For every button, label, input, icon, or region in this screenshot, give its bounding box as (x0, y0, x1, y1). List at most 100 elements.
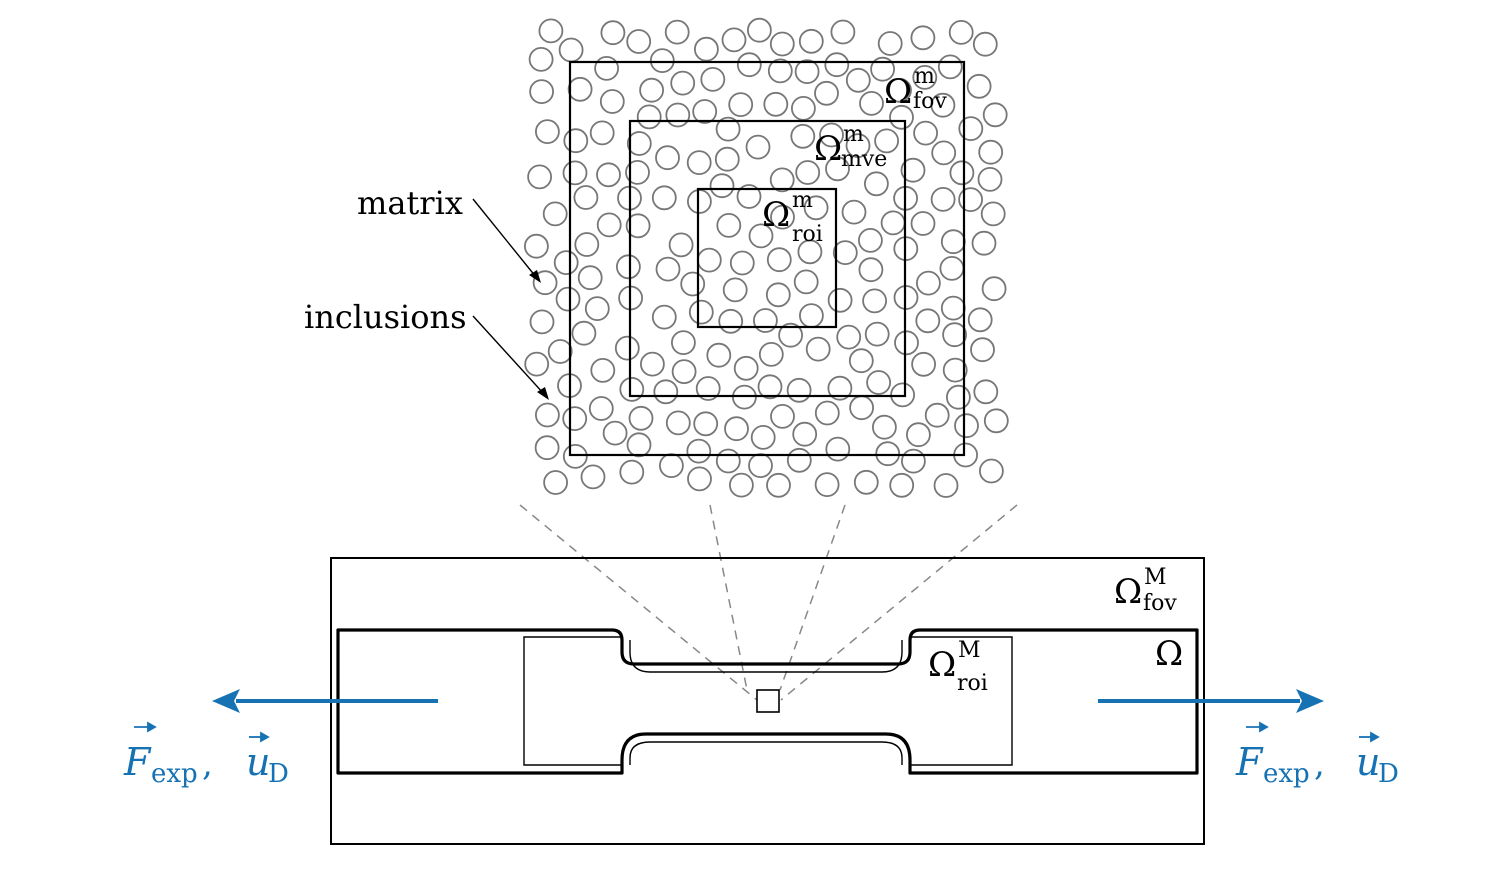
inclusion-circle (619, 459, 645, 485)
inclusion-circle (736, 52, 762, 78)
inclusion-circle (696, 247, 722, 273)
inclusion-circle (671, 359, 697, 385)
inclusion-circle (799, 303, 824, 329)
inclusion-circle (640, 351, 665, 377)
svg-text:u: u (1356, 740, 1380, 784)
inclusion-circle (716, 212, 742, 238)
inclusion-circle (889, 104, 914, 130)
inclusion-circle (827, 375, 853, 401)
inclusion-circle (686, 150, 712, 176)
inclusion-circle (889, 472, 915, 498)
svg-text:M: M (1144, 565, 1167, 590)
inclusion-circle (786, 447, 812, 473)
inclusion-circle (594, 56, 619, 81)
inclusion-circle (628, 405, 654, 431)
inclusion-circle (912, 65, 938, 90)
inclusion-circle (653, 379, 679, 405)
inclusion-circle (913, 120, 938, 146)
inclusion-circle (803, 195, 829, 221)
fov-macro-box (330, 557, 1205, 845)
fov-micro-box (568, 60, 966, 457)
inclusion-circle (728, 92, 754, 117)
specimen-inner-lower (629, 741, 903, 765)
inclusion-circle (639, 77, 664, 103)
inclusion-circle (600, 20, 626, 46)
inclusion-circle (966, 73, 992, 99)
inclusion-circle (651, 185, 677, 211)
vector-arrow-icon (249, 731, 270, 743)
inclusion-circle (599, 89, 625, 114)
inclusion-circle (602, 420, 628, 446)
inclusion-circle (814, 472, 840, 498)
inclusion-circle (651, 304, 677, 330)
inclusion-circle (573, 185, 599, 210)
inclusion-circle (695, 376, 721, 401)
inclusion-circle (866, 370, 891, 395)
inclusion-circle (688, 299, 714, 325)
svg-text:fov: fov (913, 89, 947, 114)
inclusion-circle (858, 257, 884, 283)
inclusion-circle (614, 335, 640, 361)
inclusion-circle (532, 270, 558, 296)
inclusion-circle (680, 271, 706, 297)
inclusion-circle (721, 27, 747, 53)
inclusion-circle (853, 469, 879, 495)
inclusion-circle (875, 441, 901, 467)
inclusion-circle (827, 287, 853, 313)
inclusion-circle (766, 472, 791, 498)
inclusion-circle (671, 330, 696, 356)
inclusion-circle (798, 28, 824, 54)
inclusion-circle (841, 199, 867, 225)
fov-macro-label: Ω M fov (1114, 565, 1177, 616)
inclusion-circle (626, 432, 652, 458)
inclusion-circle (973, 379, 999, 405)
inclusion-circle (547, 339, 573, 364)
inclusion-circle (958, 187, 983, 213)
inclusion-circle (687, 466, 712, 492)
inclusion-circle (767, 58, 793, 84)
inclusion-circle (769, 167, 795, 193)
inclusion-circle (524, 233, 549, 259)
inclusion-circle (766, 247, 792, 273)
inclusion-circle (665, 410, 691, 436)
inclusion-circle (750, 424, 776, 450)
inclusion-circle (887, 77, 912, 103)
svg-text:Ω: Ω (1114, 572, 1142, 612)
inclusion-circle (625, 159, 650, 185)
inclusion-circle (858, 227, 883, 253)
inclusion-circle (758, 341, 784, 367)
inclusion-circle (830, 19, 856, 45)
inclusion-circle (736, 184, 762, 209)
specimen-outline (336, 628, 1199, 775)
inclusion-circle (958, 116, 984, 142)
inclusion-circle (864, 171, 889, 197)
inclusion-circle (715, 448, 741, 474)
inclusion-circle (910, 25, 936, 51)
inclusion-circle (795, 160, 821, 185)
inclusion-circle (543, 470, 568, 495)
inclusion-circle (797, 239, 823, 265)
specimen-inner-upper (629, 640, 903, 673)
inclusion-circle (668, 232, 694, 258)
svg-text:M: M (958, 638, 981, 663)
inclusion-circle (930, 92, 956, 118)
inclusion-circle (949, 160, 975, 186)
inclusion-circle (584, 296, 610, 322)
vector-arrow-icon (134, 721, 157, 733)
inclusion-circle (981, 276, 1007, 302)
inclusion-circle (845, 133, 871, 159)
inclusion-circle (942, 357, 968, 383)
svg-text:F: F (1235, 740, 1264, 784)
inclusion-circle (916, 270, 941, 296)
svg-text:exp: exp (151, 759, 198, 789)
inclusion-circle (562, 160, 588, 186)
inclusion-circle (562, 406, 588, 432)
inclusion-circle (524, 351, 550, 377)
svg-text:exp: exp (1263, 759, 1310, 789)
roi-macro-label: Ω M roi (928, 638, 988, 696)
inclusion-circle (983, 408, 1009, 434)
inclusion-circle (979, 458, 1004, 484)
inclusion-circle (900, 157, 926, 183)
inclusion-circle (535, 119, 560, 145)
